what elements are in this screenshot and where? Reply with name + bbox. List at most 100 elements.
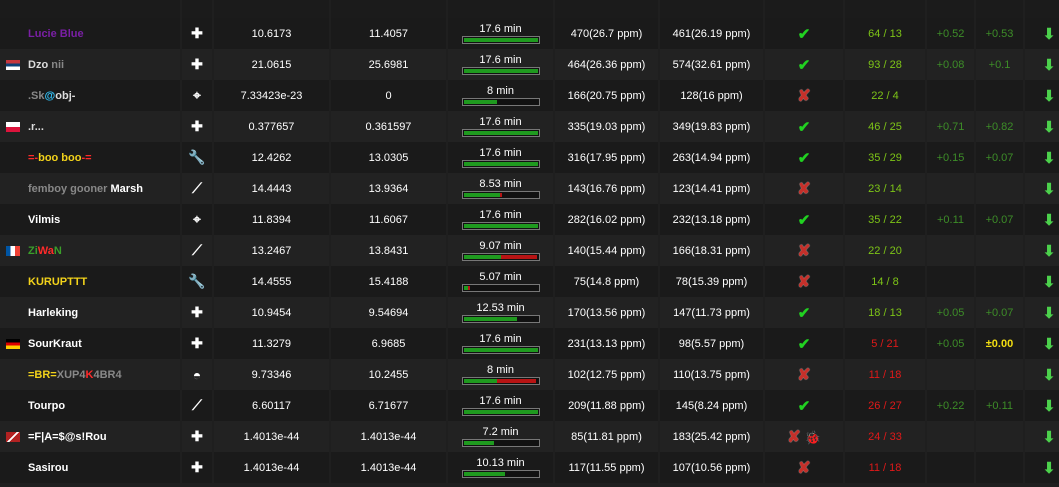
time-progress-fill: [463, 131, 538, 135]
helmet-icon: ◓: [192, 366, 202, 383]
points-cell: 117(11.55 ppm): [555, 452, 658, 483]
download-arrow-icon[interactable]: ⬇: [1042, 25, 1056, 43]
time-progress-fill: [463, 348, 538, 352]
table-row: femboy gooner Marsh ⟋ 14.4443 13.9364 8.…: [0, 173, 1059, 204]
time-cell: 10.13 min: [448, 452, 553, 483]
arrow-cell: ⬇: [1025, 235, 1059, 266]
change2-cell: [976, 452, 1023, 483]
change1-cell: +0.11: [927, 204, 974, 235]
download-arrow-icon[interactable]: ⬇: [1042, 459, 1056, 477]
player-name[interactable]: Tourpo: [28, 400, 65, 412]
points-value: 316(17.95 ppm): [567, 151, 646, 164]
download-arrow-icon[interactable]: ⬇: [1042, 335, 1056, 353]
class-cell: ⌖: [182, 204, 212, 235]
player-name[interactable]: Harleking: [28, 307, 78, 319]
table-row: .Sk@obj- ⌖ 7.33423e-23 0 8 min 166(20.75…: [0, 80, 1059, 111]
score-cell: 24 / 33: [845, 421, 925, 452]
time-progress-bar: [461, 222, 540, 230]
time-progress-bar: [461, 377, 540, 385]
player-name-part: Lucie Blue: [28, 28, 84, 41]
time-cell: 8.53 min: [448, 173, 553, 204]
status-cell: ✘: [765, 452, 843, 483]
table-header-strip: [0, 0, 1059, 18]
status-cell: ✘: [765, 235, 843, 266]
download-arrow-icon[interactable]: ⬇: [1042, 87, 1056, 105]
player-name[interactable]: Vilmis: [28, 214, 60, 226]
player-name-part: N: [53, 244, 62, 257]
player-name-part: obj-: [55, 90, 76, 103]
score-value: 11 / 18: [868, 368, 902, 381]
player-name-part: XUP4: [56, 369, 86, 382]
change2-cell: +0.07: [976, 297, 1023, 328]
download-arrow-icon[interactable]: ⬇: [1042, 397, 1056, 415]
player-name[interactable]: =BR=XUP4K4BR4: [28, 369, 122, 381]
score-value: 14 / 8: [871, 275, 899, 288]
download-arrow-icon[interactable]: ⬇: [1042, 149, 1056, 167]
checkmark-icon: ✔: [797, 304, 811, 322]
score-cell: 93 / 28: [845, 49, 925, 80]
kd-value: 0.377657: [248, 120, 295, 133]
download-arrow-icon[interactable]: ⬇: [1042, 273, 1056, 291]
player-name[interactable]: Dzo nii: [28, 59, 64, 71]
rating-cell: 11.6067: [331, 204, 446, 235]
download-arrow-icon[interactable]: ⬇: [1042, 211, 1056, 229]
download-arrow-icon[interactable]: ⬇: [1042, 118, 1056, 136]
checkmark-icon: ✔: [797, 211, 811, 229]
points-cell: 316(17.95 ppm): [555, 142, 658, 173]
player-name-part: Tourpo: [28, 400, 66, 413]
player-name[interactable]: .r...: [28, 121, 44, 133]
kd-cell: 11.3279: [214, 328, 329, 359]
medic-cross-icon: ✚: [191, 56, 203, 72]
time-played: 8 min: [487, 364, 514, 376]
arrow-cell: ⬇: [1025, 421, 1059, 452]
download-arrow-icon[interactable]: ⬇: [1042, 56, 1056, 74]
change1-cell: +0.08: [927, 49, 974, 80]
cross-icon: ✘: [797, 242, 811, 260]
table-row: SourKraut ✚ 11.3279 6.9685 17.6 min 231(…: [0, 328, 1059, 359]
player-name[interactable]: =-boo boo-=: [28, 152, 92, 164]
xp-cell: 110(13.75 ppm): [660, 359, 763, 390]
medic-cross-icon: ✚: [191, 25, 203, 41]
rating-cell: 13.9364: [331, 173, 446, 204]
download-arrow-icon[interactable]: ⬇: [1042, 366, 1056, 384]
score-value: 18 / 13: [868, 306, 902, 319]
player-name[interactable]: SourKraut: [28, 338, 82, 350]
arrow-cell: ⬇: [1025, 80, 1059, 111]
points-cell: 470(26.7 ppm): [555, 18, 658, 49]
player-name[interactable]: Lucie Blue: [28, 28, 84, 40]
time-progress-red: [499, 193, 502, 197]
player-name[interactable]: Sasirou: [28, 462, 68, 474]
time-cell: 17.6 min: [448, 49, 553, 80]
rating-value: 13.8431: [368, 244, 409, 257]
points-cell: 75(14.8 ppm): [555, 266, 658, 297]
arrow-cell: ⬇: [1025, 390, 1059, 421]
time-progress-fill: [463, 38, 538, 42]
score-cell: 14 / 8: [845, 266, 925, 297]
player-name[interactable]: =F|A=$@s!Rou: [28, 431, 107, 443]
time-progress-fill: [463, 100, 497, 104]
score-value: 22 / 4: [871, 89, 899, 102]
change1-value: +0.22: [936, 399, 965, 412]
download-arrow-icon[interactable]: ⬇: [1042, 304, 1056, 322]
player-name-part: femboy gooner: [28, 183, 111, 196]
knife-icon: ⟋: [192, 180, 202, 196]
rating-value: 25.6981: [368, 58, 409, 71]
download-arrow-icon[interactable]: ⬇: [1042, 428, 1056, 446]
rating-cell: 15.4188: [331, 266, 446, 297]
player-name[interactable]: ZiWaN: [28, 245, 62, 257]
time-progress-bar: [461, 346, 540, 354]
download-arrow-icon[interactable]: ⬇: [1042, 180, 1056, 198]
time-progress-bar: [461, 129, 540, 137]
download-arrow-icon[interactable]: ⬇: [1042, 242, 1056, 260]
score-value: 93 / 28: [868, 58, 902, 71]
player-name[interactable]: femboy gooner Marsh: [28, 183, 143, 195]
player-name-part: Harleking: [28, 307, 79, 320]
rating-value: 15.4188: [368, 275, 409, 288]
player-name[interactable]: .Sk@obj-: [28, 90, 75, 102]
time-progress-fill: [463, 379, 497, 383]
time-played: 7.2 min: [482, 426, 519, 438]
score-value: 23 / 14: [868, 182, 902, 195]
score-cell: 22 / 20: [845, 235, 925, 266]
time-progress-bar: [461, 470, 540, 478]
player-name[interactable]: KURUPTTT: [28, 276, 87, 288]
